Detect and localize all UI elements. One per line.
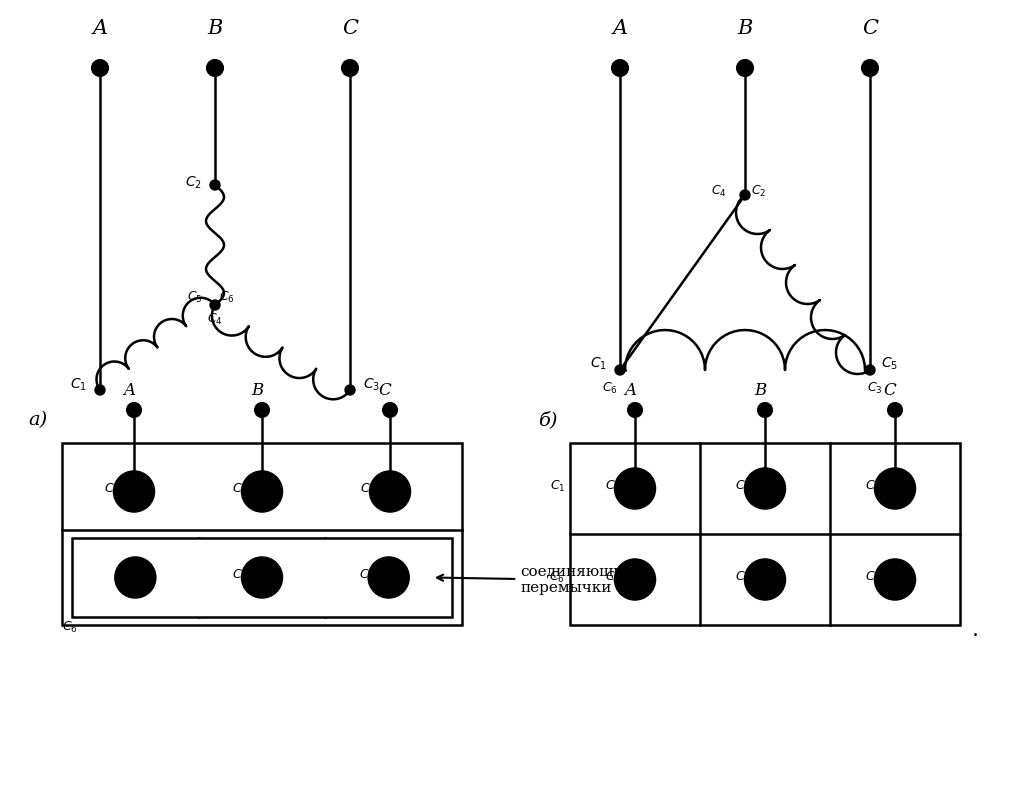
Text: а): а) [29,411,48,429]
Text: $C_6$: $C_6$ [605,570,621,585]
Circle shape [740,190,750,200]
Text: $C_6$: $C_6$ [549,570,565,585]
Circle shape [207,60,223,76]
Text: $C_3$: $C_3$ [867,380,883,395]
Circle shape [745,559,785,600]
Circle shape [745,469,785,508]
Circle shape [370,471,410,512]
Bar [570,443,961,625]
Circle shape [737,60,753,76]
Text: A: A [92,18,108,37]
Text: C: C [862,18,878,37]
Text: $C_4$: $C_4$ [735,570,751,585]
Text: $C_1$: $C_1$ [605,479,621,494]
Circle shape [242,558,282,597]
Circle shape [116,558,156,597]
Text: $C_5$: $C_5$ [358,568,375,583]
Circle shape [615,559,655,600]
Circle shape [758,403,772,417]
Circle shape [615,469,655,508]
Text: $C_6$: $C_6$ [219,289,234,305]
Circle shape [612,60,628,76]
Text: $C_2$: $C_2$ [232,482,248,497]
Text: A: A [612,18,628,37]
Circle shape [210,300,220,310]
Circle shape [615,365,625,375]
Text: $C_5$: $C_5$ [865,570,881,585]
Circle shape [342,60,358,76]
Text: $C_3$: $C_3$ [360,482,376,497]
Circle shape [383,403,397,417]
Circle shape [114,471,154,512]
Text: C: C [379,382,391,398]
Text: $C_4$: $C_4$ [207,311,223,326]
Text: A: A [123,382,135,398]
Text: $C_6$: $C_6$ [602,380,617,395]
Circle shape [874,559,915,600]
Text: $C_2$: $C_2$ [752,184,767,199]
Text: .: . [972,620,979,640]
Text: B: B [251,382,263,398]
Text: $C_2$: $C_2$ [735,479,751,494]
Text: $C_6$: $C_6$ [62,619,78,634]
Circle shape [865,365,874,375]
Circle shape [92,60,108,76]
Circle shape [345,385,355,395]
Text: B: B [207,18,222,37]
Circle shape [255,403,269,417]
Text: C: C [884,382,896,398]
Bar [62,443,462,625]
Text: $C_3$: $C_3$ [865,479,881,494]
Text: $C_1$: $C_1$ [590,356,606,372]
Text: $C_2$: $C_2$ [184,175,202,191]
Text: $C_4$: $C_4$ [711,184,727,199]
Text: $C_1$: $C_1$ [70,377,86,393]
Circle shape [242,471,282,512]
Text: A: A [624,382,636,398]
Text: соединяющие
перемычки: соединяющие перемычки [437,565,633,595]
Circle shape [95,385,105,395]
Text: B: B [754,382,766,398]
Circle shape [862,60,878,76]
Text: $C_5$: $C_5$ [187,289,203,305]
Circle shape [628,403,642,417]
Text: $C_1$: $C_1$ [550,479,565,494]
Text: C: C [342,18,358,37]
Circle shape [874,469,915,508]
Circle shape [888,403,902,417]
Text: B: B [737,18,753,37]
Text: $C_1$: $C_1$ [104,482,120,497]
Circle shape [210,180,220,190]
Bar [72,538,452,617]
Text: $C_4$: $C_4$ [232,568,248,583]
Circle shape [127,403,141,417]
Circle shape [369,558,409,597]
Text: $C_5$: $C_5$ [882,356,898,372]
Text: б): б) [539,411,558,429]
Text: $C_3$: $C_3$ [364,377,381,393]
